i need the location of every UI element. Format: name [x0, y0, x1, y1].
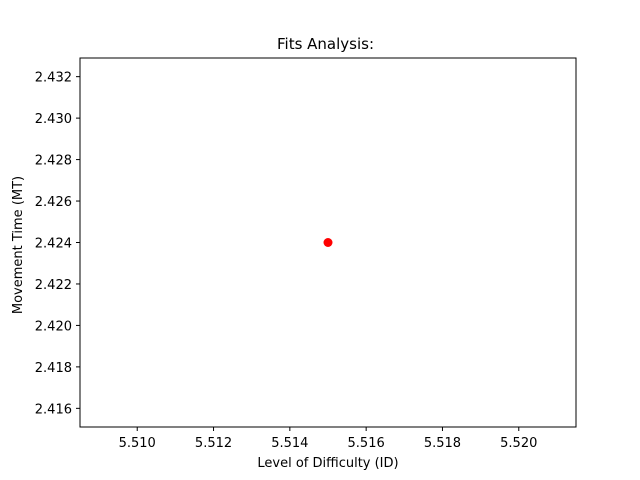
x-tick-label: 5.516	[348, 436, 385, 451]
x-tick-label: 5.510	[119, 436, 156, 451]
y-tick-label: 2.422	[35, 278, 72, 293]
chart-title: Fits Analysis:	[277, 35, 374, 53]
y-tick-label: 2.428	[35, 154, 72, 169]
x-tick-label: 5.514	[271, 436, 308, 451]
data-point	[323, 238, 333, 247]
y-tick-label: 2.432	[35, 71, 72, 86]
y-tick-label: 2.418	[35, 361, 72, 376]
y-tick-label: 2.420	[35, 319, 72, 334]
x-tick-label: 5.518	[424, 436, 461, 451]
y-tick-label: 2.430	[35, 112, 72, 127]
y-axis: 2.416 2.418 2.420 2.422 2.424 2.426 2.428 2.430…	[35, 71, 80, 417]
x-axis: 5.510 5.512 5.514 5.516 5.518 5.520	[119, 427, 537, 451]
x-tick-label: 5.512	[195, 436, 232, 451]
y-tick-label: 2.424	[35, 237, 72, 252]
y-tick-label: 2.426	[35, 195, 72, 210]
x-axis-label: Level of Difficulty (ID)	[257, 456, 398, 471]
y-tick-label: 2.416	[35, 402, 72, 417]
y-axis-label: Movement Time (MT)	[11, 176, 26, 314]
x-tick-label: 5.520	[500, 436, 537, 451]
data-points	[323, 238, 333, 247]
